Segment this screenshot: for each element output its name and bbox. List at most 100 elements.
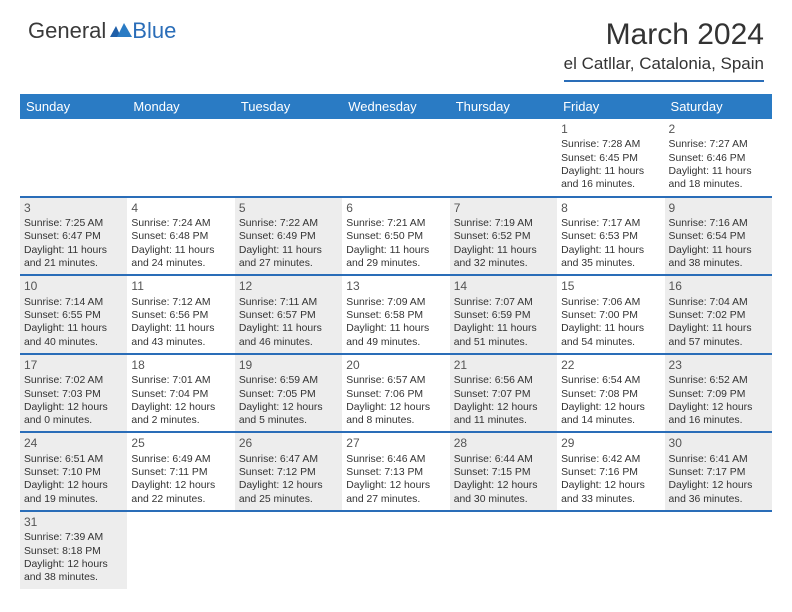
day-detail-sunrise: Sunrise: 7:28 AM <box>561 138 660 151</box>
day-detail-day1: Daylight: 11 hours <box>454 244 553 257</box>
week-row: 31Sunrise: 7:39 AMSunset: 8:18 PMDayligh… <box>20 512 772 589</box>
day-detail-sunrise: Sunrise: 7:25 AM <box>24 217 123 230</box>
day-detail-day2: and 32 minutes. <box>454 257 553 270</box>
day-detail-day2: and 57 minutes. <box>669 336 768 349</box>
day-detail-day1: Daylight: 12 hours <box>454 401 553 414</box>
day-detail-day2: and 22 minutes. <box>131 493 230 506</box>
weekday-header: Thursday <box>450 94 557 119</box>
day-detail-sunset: Sunset: 6:48 PM <box>131 230 230 243</box>
day-detail-sunrise: Sunrise: 6:44 AM <box>454 453 553 466</box>
day-number: 7 <box>454 201 553 216</box>
day-detail-sunrise: Sunrise: 7:11 AM <box>239 296 338 309</box>
day-number: 9 <box>669 201 768 216</box>
day-detail-day1: Daylight: 12 hours <box>346 401 445 414</box>
day-cell: 1Sunrise: 7:28 AMSunset: 6:45 PMDaylight… <box>557 119 664 196</box>
day-cell-empty <box>235 512 342 589</box>
day-cell: 8Sunrise: 7:17 AMSunset: 6:53 PMDaylight… <box>557 198 664 275</box>
day-number: 4 <box>131 201 230 216</box>
day-detail-day1: Daylight: 12 hours <box>561 401 660 414</box>
day-detail-day1: Daylight: 12 hours <box>561 479 660 492</box>
day-detail-sunrise: Sunrise: 7:04 AM <box>669 296 768 309</box>
day-detail-sunset: Sunset: 7:06 PM <box>346 388 445 401</box>
day-number: 31 <box>24 515 123 530</box>
day-cell-empty <box>450 119 557 196</box>
day-detail-sunrise: Sunrise: 6:56 AM <box>454 374 553 387</box>
day-detail-day1: Daylight: 11 hours <box>669 165 768 178</box>
day-number: 5 <box>239 201 338 216</box>
day-number: 27 <box>346 436 445 451</box>
weekday-header: Saturday <box>665 94 772 119</box>
weekday-header: Friday <box>557 94 664 119</box>
day-detail-sunset: Sunset: 6:52 PM <box>454 230 553 243</box>
day-cell: 18Sunrise: 7:01 AMSunset: 7:04 PMDayligh… <box>127 355 234 432</box>
day-detail-day1: Daylight: 11 hours <box>561 244 660 257</box>
day-detail-sunset: Sunset: 7:09 PM <box>669 388 768 401</box>
day-detail-sunrise: Sunrise: 7:16 AM <box>669 217 768 230</box>
day-cell: 2Sunrise: 7:27 AMSunset: 6:46 PMDaylight… <box>665 119 772 196</box>
day-number: 17 <box>24 358 123 373</box>
day-number: 2 <box>669 122 768 137</box>
day-detail-sunrise: Sunrise: 7:06 AM <box>561 296 660 309</box>
day-detail-day1: Daylight: 12 hours <box>669 479 768 492</box>
day-number: 18 <box>131 358 230 373</box>
header: General Blue March 2024 el Catllar, Cata… <box>0 0 792 86</box>
day-number: 12 <box>239 279 338 294</box>
day-detail-day2: and 27 minutes. <box>239 257 338 270</box>
day-detail-day2: and 16 minutes. <box>669 414 768 427</box>
day-cell-empty <box>127 119 234 196</box>
day-number: 15 <box>561 279 660 294</box>
day-detail-sunrise: Sunrise: 7:02 AM <box>24 374 123 387</box>
day-detail-sunset: Sunset: 7:12 PM <box>239 466 338 479</box>
day-detail-sunset: Sunset: 7:13 PM <box>346 466 445 479</box>
day-cell: 20Sunrise: 6:57 AMSunset: 7:06 PMDayligh… <box>342 355 449 432</box>
day-cell: 3Sunrise: 7:25 AMSunset: 6:47 PMDaylight… <box>20 198 127 275</box>
day-detail-sunset: Sunset: 6:59 PM <box>454 309 553 322</box>
location-label: el Catllar, Catalonia, Spain <box>564 54 764 82</box>
day-detail-sunset: Sunset: 7:04 PM <box>131 388 230 401</box>
day-detail-day1: Daylight: 11 hours <box>239 244 338 257</box>
day-detail-sunrise: Sunrise: 7:19 AM <box>454 217 553 230</box>
day-cell: 14Sunrise: 7:07 AMSunset: 6:59 PMDayligh… <box>450 276 557 353</box>
day-detail-sunset: Sunset: 6:58 PM <box>346 309 445 322</box>
day-detail-sunrise: Sunrise: 7:09 AM <box>346 296 445 309</box>
day-detail-sunrise: Sunrise: 7:21 AM <box>346 217 445 230</box>
day-detail-day2: and 11 minutes. <box>454 414 553 427</box>
day-cell: 7Sunrise: 7:19 AMSunset: 6:52 PMDaylight… <box>450 198 557 275</box>
day-cell: 5Sunrise: 7:22 AMSunset: 6:49 PMDaylight… <box>235 198 342 275</box>
title-block: March 2024 el Catllar, Catalonia, Spain <box>564 18 764 82</box>
day-detail-sunset: Sunset: 6:49 PM <box>239 230 338 243</box>
day-cell: 19Sunrise: 6:59 AMSunset: 7:05 PMDayligh… <box>235 355 342 432</box>
day-number: 26 <box>239 436 338 451</box>
day-detail-day2: and 27 minutes. <box>346 493 445 506</box>
day-cell-empty <box>557 512 664 589</box>
day-detail-sunset: Sunset: 6:55 PM <box>24 309 123 322</box>
day-number: 8 <box>561 201 660 216</box>
day-cell: 10Sunrise: 7:14 AMSunset: 6:55 PMDayligh… <box>20 276 127 353</box>
day-detail-day2: and 25 minutes. <box>239 493 338 506</box>
weeks-container: 1Sunrise: 7:28 AMSunset: 6:45 PMDaylight… <box>20 119 772 589</box>
day-detail-day2: and 2 minutes. <box>131 414 230 427</box>
day-cell: 31Sunrise: 7:39 AMSunset: 8:18 PMDayligh… <box>20 512 127 589</box>
day-detail-sunrise: Sunrise: 7:22 AM <box>239 217 338 230</box>
day-detail-day2: and 40 minutes. <box>24 336 123 349</box>
day-cell: 28Sunrise: 6:44 AMSunset: 7:15 PMDayligh… <box>450 433 557 510</box>
day-detail-sunrise: Sunrise: 7:39 AM <box>24 531 123 544</box>
day-detail-day2: and 38 minutes. <box>669 257 768 270</box>
day-detail-day1: Daylight: 12 hours <box>346 479 445 492</box>
day-detail-sunrise: Sunrise: 7:12 AM <box>131 296 230 309</box>
day-detail-day2: and 24 minutes. <box>131 257 230 270</box>
day-detail-sunrise: Sunrise: 6:59 AM <box>239 374 338 387</box>
day-detail-day1: Daylight: 11 hours <box>346 244 445 257</box>
day-number: 23 <box>669 358 768 373</box>
day-number: 14 <box>454 279 553 294</box>
day-cell: 16Sunrise: 7:04 AMSunset: 7:02 PMDayligh… <box>665 276 772 353</box>
day-detail-day2: and 21 minutes. <box>24 257 123 270</box>
day-detail-day1: Daylight: 11 hours <box>454 322 553 335</box>
week-row: 10Sunrise: 7:14 AMSunset: 6:55 PMDayligh… <box>20 276 772 355</box>
day-detail-day1: Daylight: 12 hours <box>24 558 123 571</box>
day-detail-sunset: Sunset: 6:45 PM <box>561 152 660 165</box>
day-cell: 27Sunrise: 6:46 AMSunset: 7:13 PMDayligh… <box>342 433 449 510</box>
day-detail-day2: and 18 minutes. <box>669 178 768 191</box>
day-cell-empty <box>20 119 127 196</box>
day-detail-day2: and 46 minutes. <box>239 336 338 349</box>
